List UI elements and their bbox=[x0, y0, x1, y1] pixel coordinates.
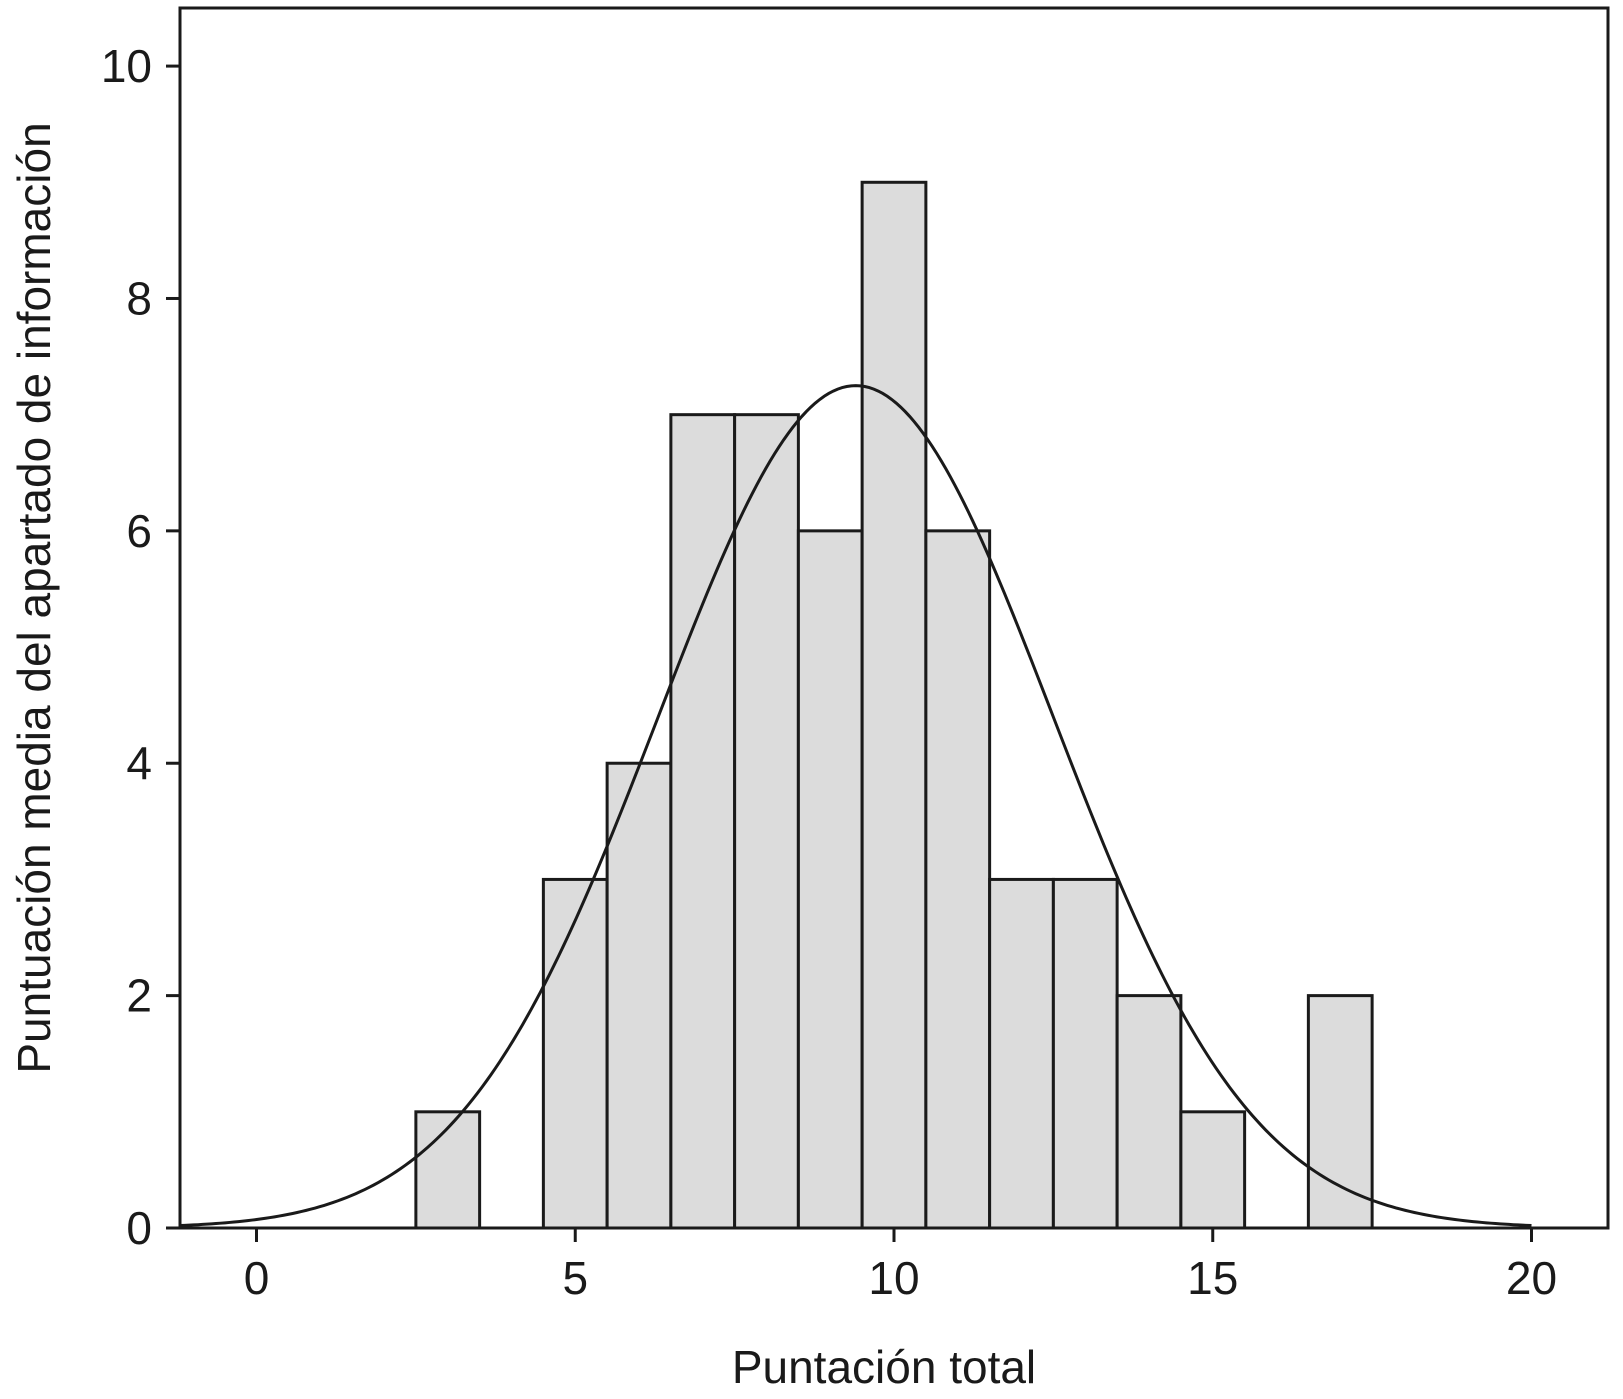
y-tick-label-0: 0 bbox=[126, 1202, 152, 1254]
histogram-bar-3 bbox=[414, 1110, 482, 1230]
x-tick-label-10: 10 bbox=[868, 1252, 919, 1304]
histogram-bar-8 bbox=[733, 413, 800, 1230]
histogram-bars bbox=[414, 180, 1374, 1230]
histogram-bar-9 bbox=[796, 529, 864, 1230]
histogram-bar-5 bbox=[541, 877, 609, 1230]
histogram-bar-12 bbox=[988, 877, 1055, 1230]
histogram-bar-15 bbox=[1179, 1110, 1247, 1230]
y-axis-title: Puntuación media del apartado de informa… bbox=[8, 122, 60, 1073]
x-tick-label-20: 20 bbox=[1506, 1252, 1557, 1304]
x-axis-title: Puntación total bbox=[732, 1341, 1036, 1393]
histogram-bar-14 bbox=[1115, 994, 1183, 1230]
histogram-bar-7 bbox=[669, 413, 737, 1230]
histogram-bar-6 bbox=[605, 761, 673, 1230]
x-tick-label-15: 15 bbox=[1187, 1252, 1238, 1304]
x-tick-label-0: 0 bbox=[244, 1252, 270, 1304]
y-tick-label-10: 10 bbox=[101, 40, 152, 92]
y-tick-label-2: 2 bbox=[126, 970, 152, 1022]
histogram-bar-17 bbox=[1306, 994, 1374, 1230]
y-tick-label-4: 4 bbox=[126, 737, 152, 789]
histogram-bar-10 bbox=[860, 180, 928, 1230]
x-tick-label-5: 5 bbox=[562, 1252, 588, 1304]
x-axis-ticks: 0 5 10 15 20 bbox=[244, 1228, 1557, 1304]
normal-curve bbox=[179, 384, 1532, 1228]
y-tick-label-8: 8 bbox=[126, 272, 152, 324]
histogram-bar-13 bbox=[1051, 877, 1119, 1230]
y-tick-label-6: 6 bbox=[126, 505, 152, 557]
histogram-bar-11 bbox=[924, 529, 992, 1230]
y-axis-ticks: 0 2 4 6 8 10 bbox=[101, 40, 180, 1254]
